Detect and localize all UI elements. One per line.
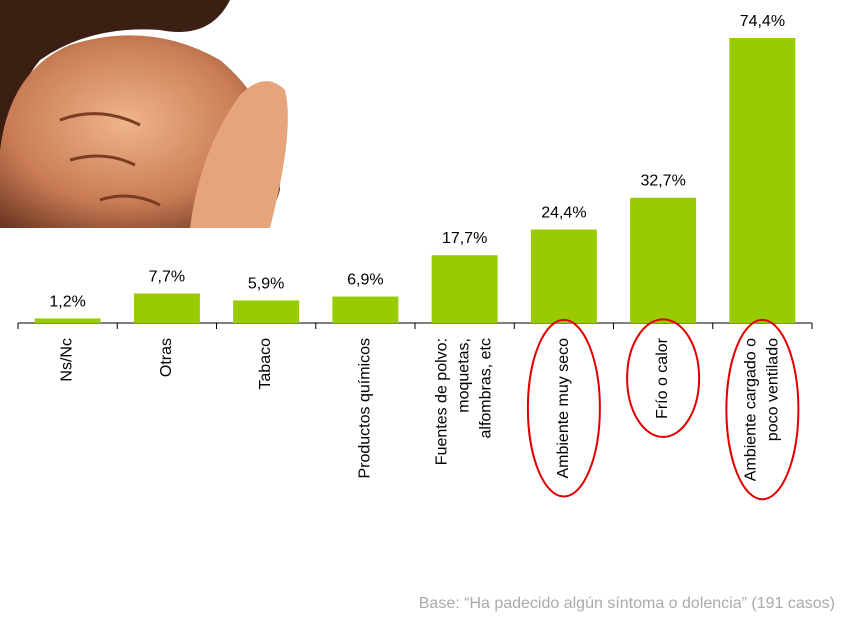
- note: Base: “Ha padecido algún síntoma o dolen…: [419, 595, 835, 612]
- value-label: 5,9%: [248, 275, 284, 292]
- x-tick-label: Productos químicos: [357, 338, 374, 479]
- bar: [134, 294, 200, 323]
- x-tick-label: Tabaco: [257, 338, 274, 390]
- value-label: 74,4%: [740, 13, 785, 30]
- highlight-ellipse: [726, 320, 798, 499]
- bar: [35, 318, 101, 323]
- value-label: 6,9%: [347, 272, 383, 289]
- bar: [432, 255, 498, 323]
- chart: Base: “Ha padecido algún síntoma o dolen…: [0, 0, 844, 620]
- x-tick-label: Ns/Nc: [59, 338, 76, 382]
- value-label: 17,7%: [442, 230, 487, 247]
- bar: [630, 198, 696, 323]
- bar: [332, 297, 398, 323]
- value-label: 1,2%: [49, 293, 85, 310]
- x-tick-label: Frío o calor: [654, 337, 671, 419]
- x-tick-label: Fuentes de polvo:moquetas,alfombras, etc: [434, 338, 495, 465]
- x-tick-label: Otras: [158, 338, 175, 377]
- x-tick-label: Ambiente muy seco: [555, 338, 572, 479]
- bar: [531, 230, 597, 323]
- bar: [233, 300, 299, 323]
- photo: [0, 0, 295, 228]
- value-label: 32,7%: [640, 173, 685, 190]
- value-label: 7,7%: [149, 269, 185, 286]
- value-label: 24,4%: [541, 205, 586, 222]
- bar: [729, 38, 795, 323]
